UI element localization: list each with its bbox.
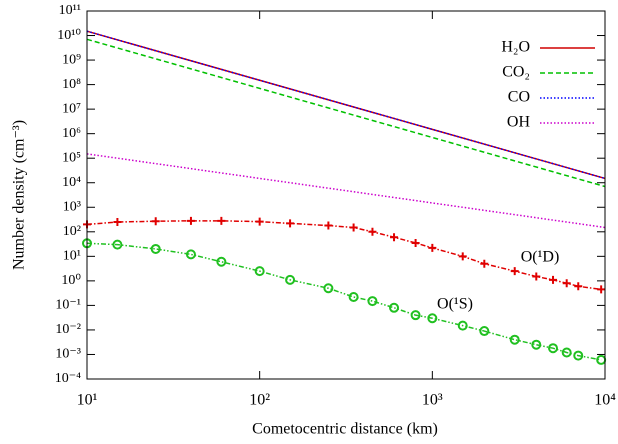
x-tick-label: 10² <box>249 392 270 409</box>
point-marker <box>389 302 400 313</box>
point-marker <box>428 243 437 252</box>
x-tick-label: 10¹ <box>77 392 98 409</box>
legend-label: H₂O <box>501 39 530 56</box>
point-marker <box>509 334 520 345</box>
point-marker <box>549 275 558 284</box>
y-axis-label: Number density (cm⁻³) <box>11 120 28 270</box>
point-marker <box>561 347 572 358</box>
y-tick-label: 10⁵ <box>62 150 81 165</box>
y-tick-label: 10⁹ <box>62 52 81 67</box>
point-marker <box>479 326 490 337</box>
point-marker <box>510 267 519 276</box>
point-marker <box>151 217 160 226</box>
point-marker <box>480 259 489 268</box>
point-marker <box>254 266 265 277</box>
point-marker <box>574 282 583 291</box>
y-tick-label: 10⁴ <box>62 175 81 190</box>
point-marker <box>186 216 195 225</box>
point-marker <box>185 249 196 260</box>
x-axis-label: Cometocentric distance (km) <box>252 421 438 438</box>
point-marker <box>349 223 358 232</box>
point-marker <box>548 343 559 354</box>
series-line <box>86 242 602 361</box>
plot-frame <box>86 10 606 380</box>
point-marker <box>286 219 295 228</box>
y-tick-label: 10¹ <box>63 249 81 264</box>
point-marker <box>285 274 296 285</box>
legend-label: CO₂ <box>502 64 530 81</box>
x-tick-label: 10³ <box>422 392 443 409</box>
point-marker <box>324 221 333 230</box>
y-tick-label: 10⁶ <box>62 126 81 141</box>
point-marker <box>427 313 438 324</box>
y-tick-label: 10⁻¹ <box>55 298 81 313</box>
curve-label: O(¹S) <box>437 296 473 313</box>
y-tick-label: 10¹¹ <box>59 3 81 18</box>
series-line <box>86 30 606 180</box>
legend-label: OH <box>507 114 531 131</box>
point-marker <box>217 216 226 225</box>
point-marker <box>457 320 468 331</box>
y-tick-label: 10⁻² <box>55 322 81 337</box>
series-line <box>86 38 606 188</box>
point-marker <box>532 272 541 281</box>
y-tick-label: 10² <box>63 224 81 239</box>
point-marker <box>368 227 377 236</box>
point-marker <box>410 310 421 321</box>
point-marker <box>113 218 122 227</box>
point-marker <box>112 239 123 250</box>
point-marker <box>323 283 334 294</box>
point-marker <box>562 279 571 288</box>
y-tick-label: 10⁸ <box>62 77 81 92</box>
y-tick-label: 10⁻³ <box>55 347 81 362</box>
y-tick-label: 10¹⁰ <box>57 28 81 43</box>
point-marker <box>390 233 399 242</box>
x-tick-label: 10⁴ <box>594 392 616 409</box>
point-marker <box>255 217 264 226</box>
y-tick-label: 10³ <box>63 199 81 214</box>
point-marker <box>411 238 420 247</box>
curve-label: O(¹D) <box>521 249 560 266</box>
point-marker <box>597 285 606 294</box>
y-tick-label: 10⁰ <box>61 273 81 288</box>
point-marker <box>573 350 584 361</box>
point-marker <box>367 296 378 307</box>
y-tick-label: 10⁻⁴ <box>55 371 81 386</box>
legend-label: CO <box>508 89 530 106</box>
point-marker <box>216 256 227 267</box>
point-marker <box>531 339 542 350</box>
point-marker <box>150 243 161 254</box>
point-marker <box>458 252 467 261</box>
y-tick-label: 10⁷ <box>62 101 81 116</box>
point-marker <box>348 291 359 302</box>
